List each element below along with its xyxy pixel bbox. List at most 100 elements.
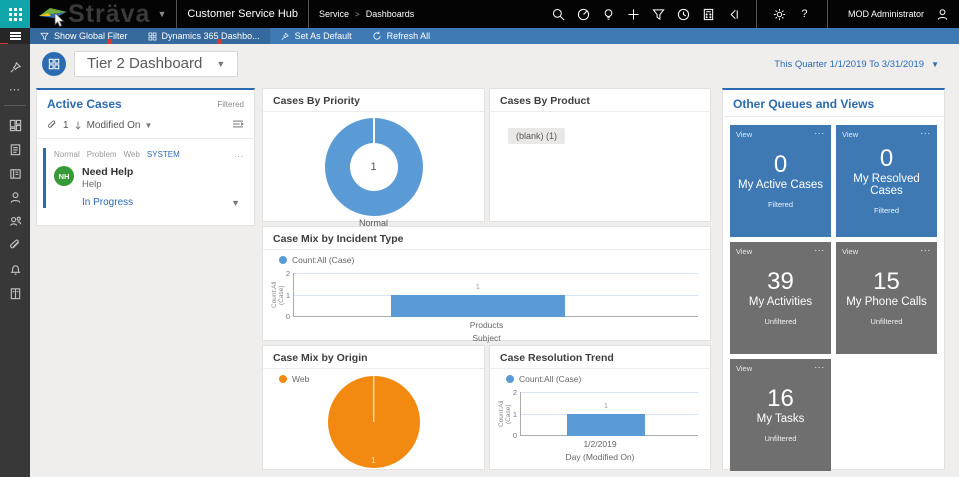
bar-data-label: 1 [604,403,608,410]
user-name[interactable]: MOD Administrator [847,9,924,19]
donut-slice-gap [372,118,375,143]
tile-my-phone-calls[interactable]: View ... 15 My Phone Calls Unfiltered [836,242,937,354]
tile-menu-button[interactable]: ... [814,126,825,136]
history-icon[interactable] [671,0,696,28]
waffle-menu-button[interactable] [0,0,30,28]
sidebar-item-activities[interactable] [0,137,30,161]
accounts-icon [9,168,21,179]
sort-descending-icon[interactable] [74,121,82,130]
tile-my-tasks[interactable]: View ... 16 My Tasks Unfiltered [730,359,831,471]
refresh-all-button[interactable]: Refresh All [362,28,441,44]
tile-menu-button[interactable]: ... [920,243,931,253]
x-axis-label: Day (Modified On) [565,452,635,462]
stream-settings-icon[interactable] [232,119,244,132]
plus-icon[interactable] [621,0,646,28]
tile-filter-status: Filtered [767,200,793,209]
pane-collapse-icon[interactable] [721,0,746,28]
command-bar: Show Global Filter Dynamics 365 Dashbo..… [0,28,959,44]
brand-chevron-down-icon[interactable]: ▼ [157,9,167,19]
app-title: Customer Service Hub [187,8,299,20]
paperclip-icon [47,120,56,128]
breadcrumb-area[interactable]: Service [319,9,350,19]
breadcrumb-page[interactable]: Dashboards [365,9,415,19]
filter-icon[interactable] [646,0,671,28]
bar-products[interactable]: 1 [390,284,565,317]
product-blank-chip[interactable]: (blank) (1) [508,128,566,144]
tile-my-activities[interactable]: View ... 39 My Activities Unfiltered [730,242,831,354]
case-expand-chevron-icon[interactable]: ▼ [231,197,240,208]
other-queues-title[interactable]: Other Queues and Views [733,97,875,111]
tile-label: My Resolved Cases [853,173,920,197]
chart-cases-by-priority[interactable]: Cases By Priority 1 Normal [262,88,485,228]
gauge-icon[interactable] [571,0,596,28]
tile-my-resolved-cases[interactable]: View ... 0 My Resolved Cases Filtered [836,125,937,237]
knowledge-articles-icon [10,287,20,299]
sort-field-selector[interactable]: Modified On ▼ [87,120,153,131]
hamburger-icon [9,31,21,42]
dashboards-icon [9,119,21,131]
help-button[interactable]: ? [801,8,808,20]
pie-data-label: 1 [371,456,376,465]
time-range-filter[interactable]: This Quarter 1/1/2019 To 3/31/2019 ▼ [774,59,939,70]
dynamics-365-dashboard-tab[interactable]: Dynamics 365 Dashbo... [137,28,270,44]
brand-logo[interactable]: Sträva ▼ [38,1,166,27]
sidebar-item-accounts[interactable] [0,161,30,185]
tile-value: 15 [873,268,900,295]
case-avatar: NH [54,166,74,186]
sidebar-item-contacts[interactable] [0,185,30,209]
case-card[interactable]: Normal Problem Web SYSTEM ... NH Need He… [43,148,246,208]
dashboard-selector-chevron-icon: ▼ [216,58,226,69]
dashboard-selector[interactable]: Tier 2 Dashboard ▼ [74,51,239,77]
tile-label: My Tasks [756,413,805,425]
case-card-menu-button[interactable]: ... [234,150,244,159]
tile-menu-button[interactable]: ... [814,360,825,370]
tile-value: 0 [773,151,788,178]
pinned-icon[interactable] [0,55,30,79]
topbar-divider [308,0,310,28]
active-cases-toolbar: 1 Modified On ▼ [37,116,254,139]
bar-date[interactable]: 1 [567,403,645,436]
x-category-label: Products [469,320,504,330]
chart-case-resolution-trend[interactable]: Case Resolution Trend Count:All (Case) C… [489,345,711,470]
sitemap-hamburger-button[interactable] [0,28,30,44]
lightbulb-icon[interactable] [596,0,621,28]
dashboard-tab-icon [148,32,156,40]
active-cases-title[interactable]: Active Cases [47,97,122,111]
x-axis-label: Subject [472,333,501,343]
tile-menu-button[interactable]: ... [814,243,825,253]
recent-items-icon[interactable]: ⋯ [9,83,21,96]
legend-label: Count:All (Case) [292,255,355,265]
case-status-link[interactable]: In Progress [82,197,134,208]
y-axis-ticks: 2 1 0 [285,269,290,321]
priority-donut-chart[interactable]: 1 [324,118,423,216]
tile-my-active-cases[interactable]: View ... 0 My Active Cases Filtered [730,125,831,237]
chart-title: Case Resolution Trend [490,346,710,369]
set-as-default-button[interactable]: Set As Default [270,28,362,44]
y-axis-ticks: 2 1 0 [512,388,517,440]
show-global-filter-button[interactable]: Show Global Filter [30,28,138,44]
chart-legend: Count:All (Case) [263,250,710,265]
donut-hole [349,143,398,191]
sidebar-item-knowledge-articles[interactable] [0,281,30,305]
site-navigation-rail: ⋯ [0,44,30,477]
chart-case-mix-by-incident-type[interactable]: Case Mix by Incident Type Count:All (Cas… [262,226,711,343]
origin-pie-chart[interactable]: 1 [327,376,420,468]
calculator-icon[interactable] [696,0,721,28]
sort-field-label: Modified On [86,120,141,131]
sidebar-item-cases[interactable] [0,233,30,257]
brand-name: Sträva [68,0,151,28]
settings-gear-icon[interactable] [767,0,792,28]
case-title[interactable]: Need Help [82,166,134,178]
chart-cases-by-product[interactable]: Cases By Product (blank) (1) [489,88,711,222]
chart-case-mix-by-origin[interactable]: Case Mix by Origin Web 1 [262,345,485,470]
user-avatar-icon[interactable] [930,0,955,28]
sidebar-item-dashboards[interactable] [0,113,30,137]
search-icon[interactable] [546,0,571,28]
sidebar-item-social-profiles[interactable] [0,209,30,233]
tile-menu-button[interactable]: ... [920,126,931,136]
sidebar-item-queues[interactable] [0,257,30,281]
case-tag-system[interactable]: SYSTEM [146,150,180,159]
other-queues-and-views-panel: Other Queues and Views View ... 0 My Act… [722,88,945,471]
legend-dot-icon [506,375,514,383]
